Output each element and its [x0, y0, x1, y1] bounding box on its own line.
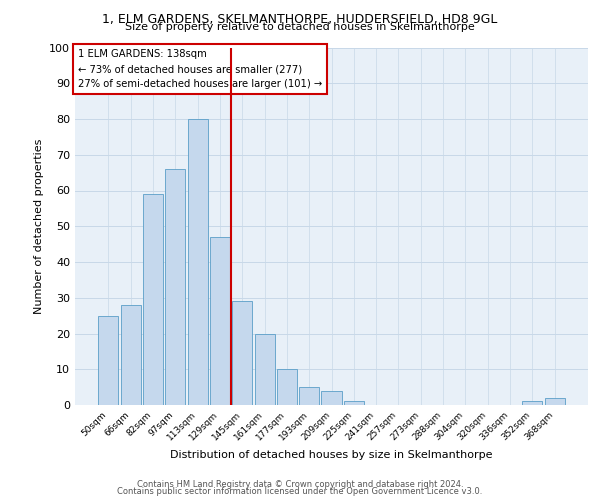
Text: Size of property relative to detached houses in Skelmanthorpe: Size of property relative to detached ho…: [125, 22, 475, 32]
Bar: [121, 305, 141, 405]
Bar: [299, 387, 319, 405]
Text: 1 ELM GARDENS: 138sqm
← 73% of detached houses are smaller (277)
27% of semi-det: 1 ELM GARDENS: 138sqm ← 73% of detached …: [77, 50, 322, 89]
Bar: [232, 302, 252, 405]
Text: Contains HM Land Registry data © Crown copyright and database right 2024.: Contains HM Land Registry data © Crown c…: [137, 480, 463, 489]
Bar: [165, 169, 185, 405]
Text: 1, ELM GARDENS, SKELMANTHORPE, HUDDERSFIELD, HD8 9GL: 1, ELM GARDENS, SKELMANTHORPE, HUDDERSFI…: [103, 12, 497, 26]
Bar: [143, 194, 163, 405]
Bar: [188, 119, 208, 405]
Bar: [344, 402, 364, 405]
Bar: [254, 334, 275, 405]
Bar: [322, 390, 341, 405]
X-axis label: Distribution of detached houses by size in Skelmanthorpe: Distribution of detached houses by size …: [170, 450, 493, 460]
Bar: [277, 369, 297, 405]
Bar: [210, 237, 230, 405]
Bar: [98, 316, 118, 405]
Text: Contains public sector information licensed under the Open Government Licence v3: Contains public sector information licen…: [118, 487, 482, 496]
Y-axis label: Number of detached properties: Number of detached properties: [34, 138, 44, 314]
Bar: [545, 398, 565, 405]
Bar: [522, 402, 542, 405]
